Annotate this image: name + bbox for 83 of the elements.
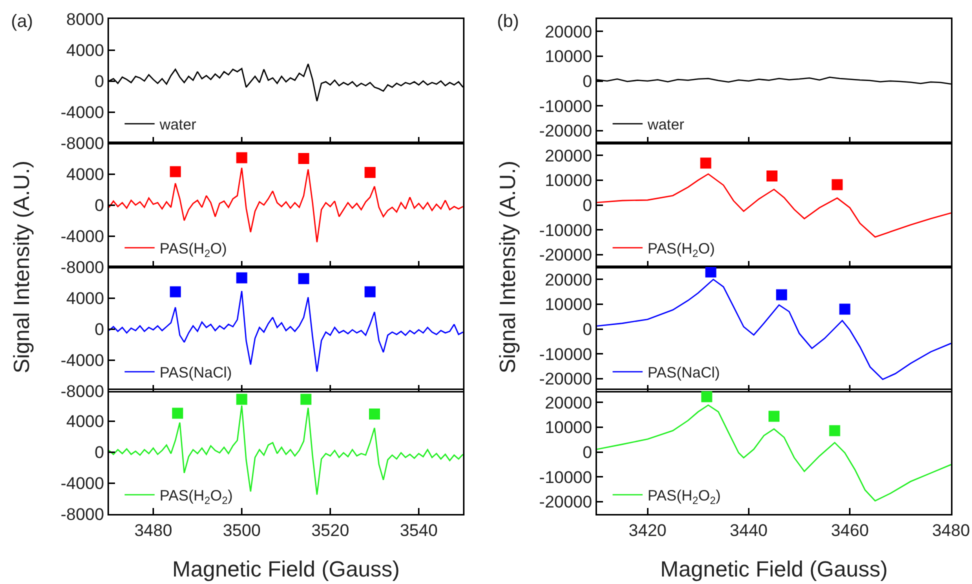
y-tick-label: 20000 [544, 394, 592, 413]
x-tick-label: 3460 [830, 521, 869, 540]
y-tick-label: 20000 [544, 22, 592, 42]
y-tick-label: -10000 [539, 468, 592, 487]
y-tick-label: 8000 [66, 10, 104, 29]
y-tick-label: -10000 [539, 220, 592, 240]
y-tick-label: 10000 [544, 170, 592, 190]
x-axis-title: Magnetic Field (Gauss) [660, 556, 888, 582]
x-tick-label: 3480 [932, 521, 970, 540]
y-tick-label: 0 [582, 72, 592, 91]
point [236, 152, 248, 163]
x-tick-label: 3500 [222, 521, 261, 540]
point [705, 266, 716, 277]
point [766, 170, 778, 182]
y-tick-label: 10000 [544, 294, 592, 314]
y-tick-label: -8000 [60, 258, 104, 277]
x-tick-label: 3520 [311, 521, 350, 540]
point [829, 425, 840, 436]
y-tick-label: -4000 [60, 474, 104, 494]
legend-label: PAS(H$_{2}$O$_{2}$) [648, 488, 721, 508]
y-tick-label: -10000 [539, 96, 592, 116]
legend-label: PAS(H$_{2}$O$_{2}$) [160, 488, 233, 508]
point [300, 394, 312, 406]
point [832, 178, 843, 190]
y-tick-label: 4000 [66, 288, 104, 308]
text: (b) [497, 11, 519, 31]
point [700, 157, 712, 168]
y-tick-label: 0 [94, 443, 104, 462]
y-tick-label: 10000 [544, 47, 592, 66]
y-tick-label: -4000 [60, 102, 104, 122]
legend-label: PAS(NaCl) [160, 364, 232, 382]
x-tick-label: 3480 [134, 521, 172, 540]
y-tick-label: -8000 [60, 505, 104, 524]
point [172, 408, 184, 419]
legend-label: PAS(H$_{2}$O) [160, 240, 227, 260]
legend-label: PAS(NaCl) [648, 364, 720, 382]
line-series [597, 173, 951, 238]
y-tick-label: -20000 [539, 492, 592, 512]
y-tick-label: 4000 [66, 40, 104, 60]
point [236, 394, 248, 406]
point [298, 272, 310, 284]
point [170, 166, 181, 177]
y-tick-label: 10000 [544, 418, 592, 438]
x-tick-label: 3440 [730, 521, 768, 540]
point [170, 286, 181, 297]
point [364, 286, 376, 297]
point [364, 166, 376, 178]
y-tick-label: -8000 [60, 134, 104, 153]
x-tick-label: 3540 [400, 521, 438, 540]
point [236, 272, 248, 283]
y-axis-title: Signal Intensity (A.U.) [9, 160, 35, 373]
y-tick-label: -10000 [539, 344, 592, 364]
y-tick-label: -4000 [60, 350, 104, 370]
y-tick-label: 0 [94, 196, 104, 215]
legend-label: PAS(H$_{2}$O) [648, 240, 715, 260]
y-tick-label: 20000 [544, 270, 592, 289]
point [768, 411, 780, 422]
y-tick-label: 0 [94, 319, 104, 338]
y-tick-label: 20000 [544, 146, 592, 166]
y-tick-label: -8000 [60, 381, 104, 400]
point [369, 408, 380, 420]
y-tick-label: 0 [94, 72, 104, 91]
x-tick-label: 3420 [628, 521, 666, 540]
point [701, 391, 712, 402]
point [839, 303, 850, 314]
y-tick-label: 4000 [66, 164, 104, 184]
point [298, 152, 310, 164]
y-tick-label: -20000 [539, 245, 592, 264]
y-tick-label: 0 [582, 443, 592, 462]
y-tick-label: 0 [582, 319, 592, 338]
y-tick-label: -4000 [60, 226, 104, 246]
text: (a) [11, 11, 33, 31]
y-tick-label: 4000 [66, 412, 104, 432]
point [776, 288, 788, 300]
legend-label: water [646, 116, 684, 134]
x-axis-title: Magnetic Field (Gauss) [172, 556, 400, 582]
y-tick-label: -20000 [539, 122, 592, 141]
line-series [109, 166, 463, 243]
y-tick-label: 0 [582, 196, 592, 215]
line-series [597, 404, 951, 502]
y-tick-label: -20000 [539, 369, 592, 388]
y-axis-title: Signal Intensity (A.U.) [495, 160, 521, 373]
legend-label: water [158, 116, 196, 134]
